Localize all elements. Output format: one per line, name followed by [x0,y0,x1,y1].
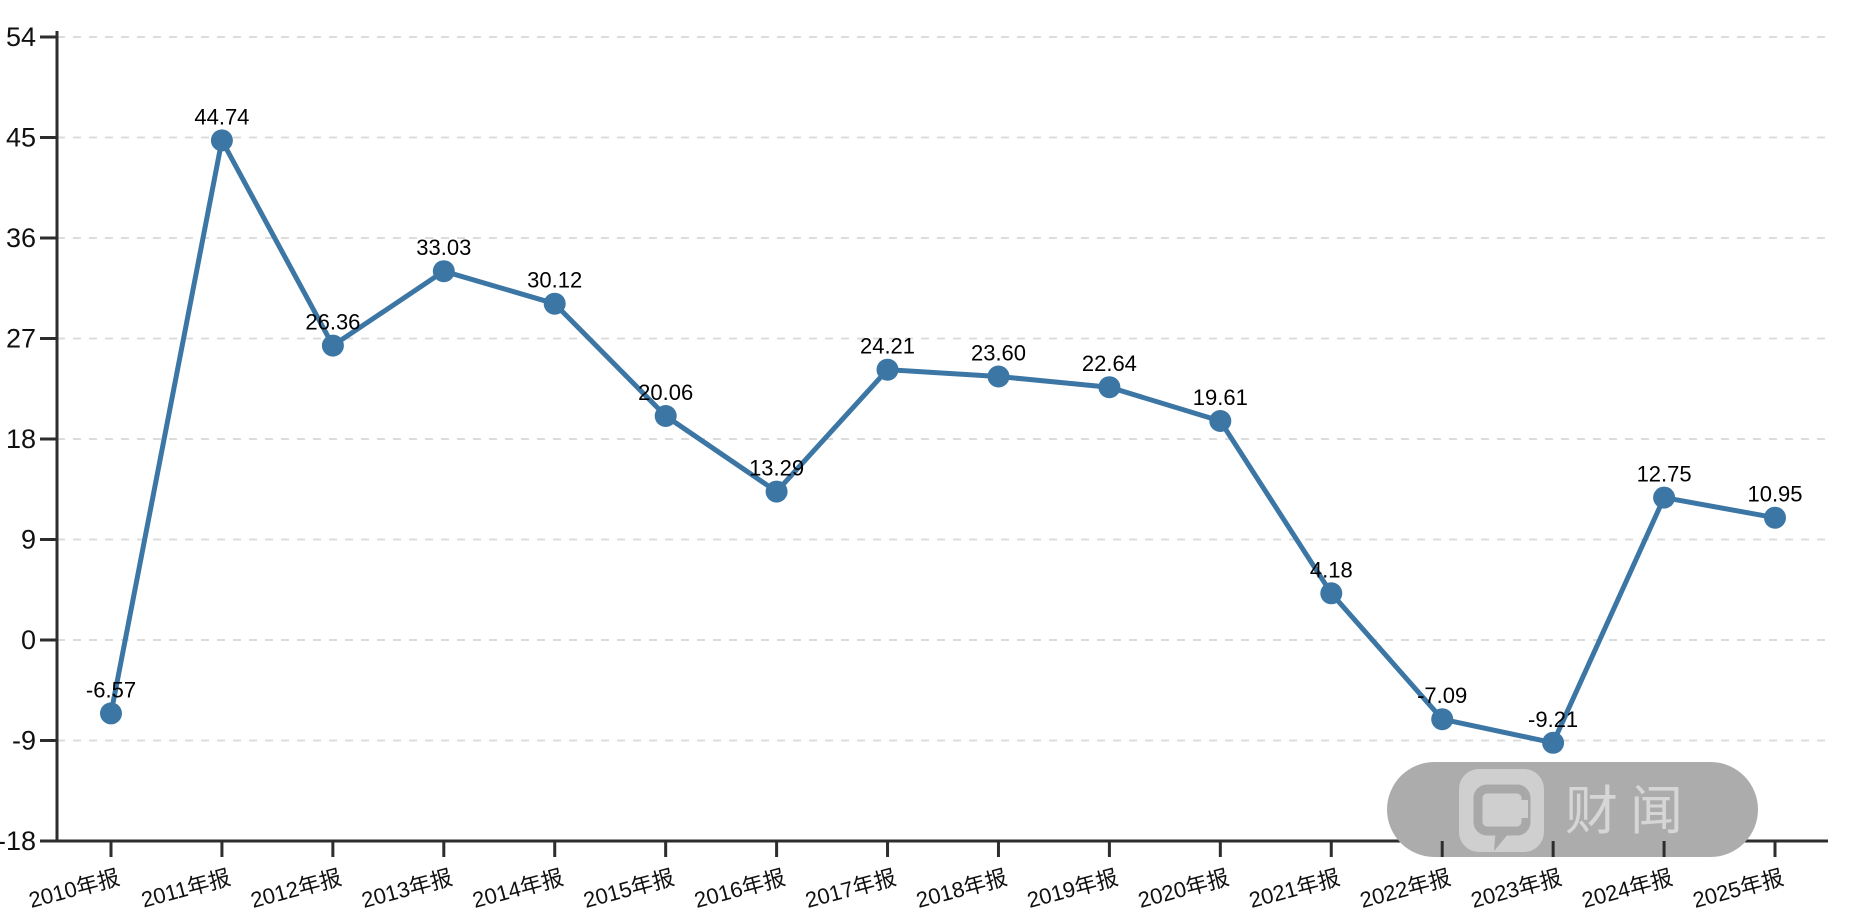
x-tick-label: 2015年报 [581,865,677,913]
y-tick-label: 9 [21,525,36,555]
x-tick-label: 2019年报 [1024,865,1120,913]
data-point-label: -9.21 [1528,707,1578,732]
data-point [543,292,566,315]
data-point [1542,731,1565,754]
data-point-label: 13.29 [749,456,804,481]
x-tick-label: 2017年报 [803,865,899,913]
data-point-label: -7.09 [1417,683,1467,708]
x-tick-label: 2021年报 [1246,865,1342,913]
data-point [1209,410,1232,432]
data-point-label: 44.74 [194,104,249,129]
y-tick-label: 0 [21,625,36,655]
data-point [1431,708,1454,731]
data-point-label: 20.06 [638,380,693,405]
data-point-label: 4.18 [1310,557,1353,582]
data-point [765,480,788,503]
y-tick-label: 27 [6,324,36,354]
data-point [100,702,122,725]
x-tick-label: 2014年报 [470,865,566,913]
data-point-label: 12.75 [1637,462,1692,487]
data-point [321,334,344,357]
data-point [987,365,1010,388]
x-tick-label: 2023年报 [1468,865,1564,913]
data-point-label: 26.36 [305,310,360,335]
watermark-label: 财闻 [1565,782,1695,841]
x-tick-label: 2024年报 [1579,865,1675,913]
chat-bubble-icon [1459,769,1544,852]
data-point [1653,486,1676,509]
watermark: 财闻 [1387,762,1758,857]
data-point-label: -6.57 [86,677,136,702]
data-point [654,405,677,427]
data-point [432,260,455,283]
data-point-label: 22.64 [1082,351,1137,376]
x-tick-label: 2010年报 [26,865,122,913]
x-tick-label: 2018年报 [914,865,1010,913]
y-tick-label: 54 [6,22,36,52]
gridlines [57,36,1828,742]
y-tick-label: 45 [6,123,36,153]
x-tick-label: 2020年报 [1135,865,1231,913]
data-point-label: 33.03 [416,235,471,260]
x-tick-label: 2022年报 [1357,865,1453,913]
data-point [876,358,899,381]
data-point [1098,376,1121,399]
data-point [1320,582,1343,605]
x-tick-label: 2011年报 [139,865,234,913]
y-tick-label: 18 [6,424,36,454]
data-point-label: 19.61 [1193,385,1248,410]
y-tick-label: -18 [0,826,36,856]
y-tick-label: 36 [6,223,36,253]
data-point-label: 24.21 [860,334,915,359]
data-series: -6.57 44.74 26.36 33.03 30.12 20.06 13.29 24.21… [86,104,1803,754]
data-point-label: 30.12 [527,268,582,293]
x-tick-label: 2016年报 [692,865,788,913]
series-polyline [108,137,1778,746]
x-tick-label: 2012年报 [248,865,344,913]
data-point [1764,506,1786,529]
y-tick-label: -9 [12,726,36,756]
data-point-label: 10.95 [1747,482,1802,507]
data-point [210,129,233,152]
x-tick-label: 2025年报 [1690,865,1786,913]
data-point-label: 23.60 [971,341,1026,366]
x-tick-label: 2013年报 [359,865,455,913]
